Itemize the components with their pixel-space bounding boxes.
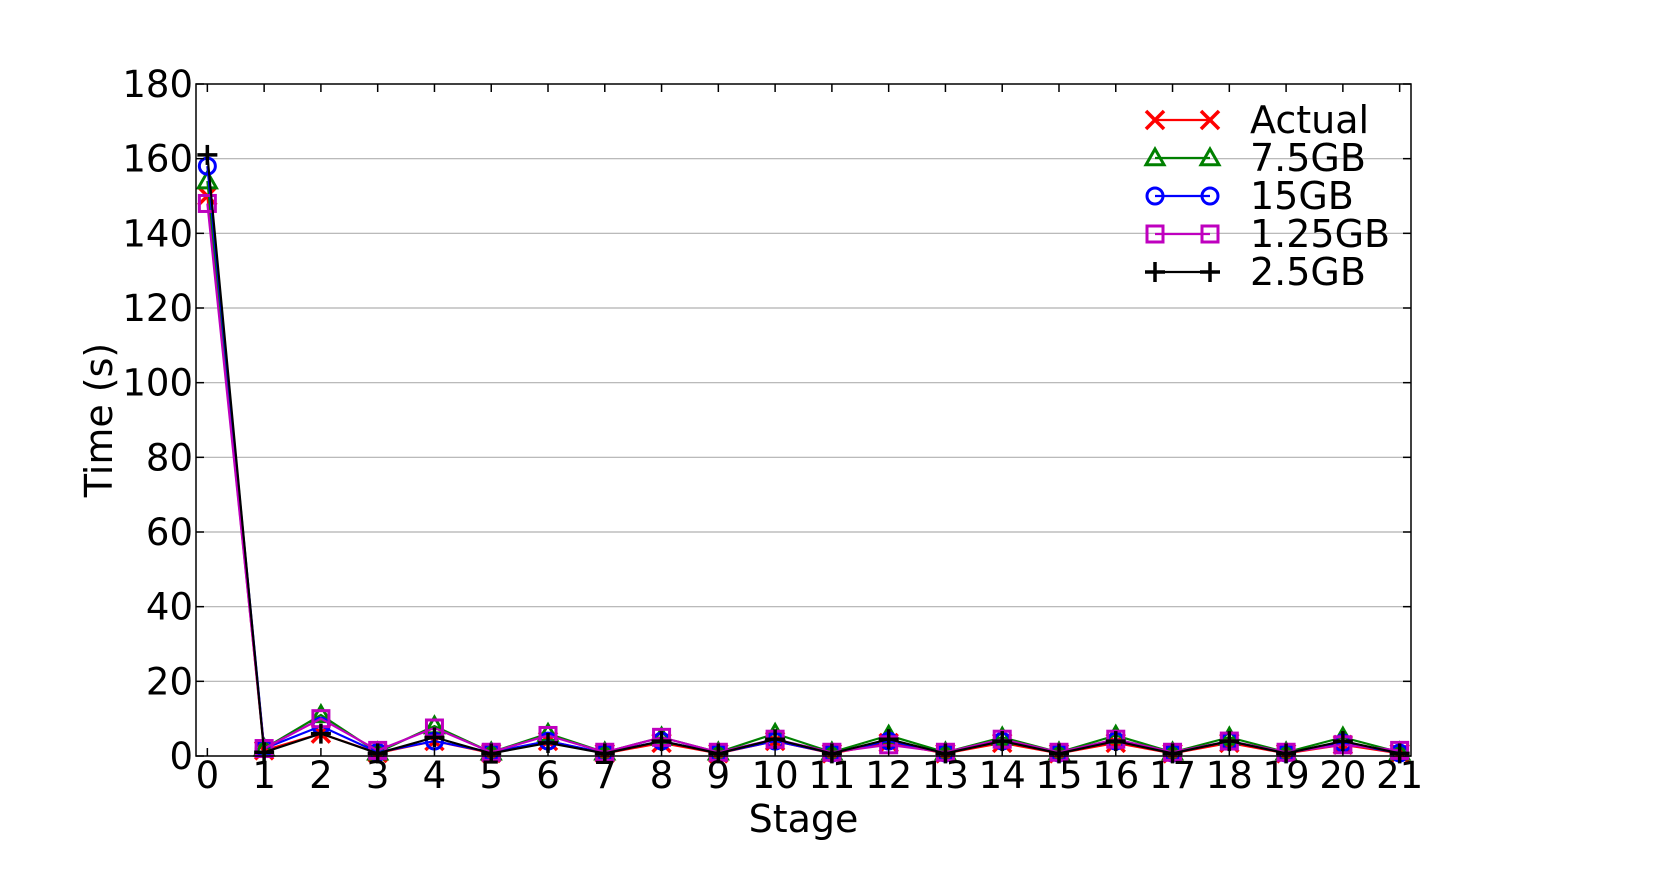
data-point	[1332, 731, 1353, 752]
data-point	[197, 193, 217, 213]
data-point	[310, 723, 331, 744]
y-tick-label: 80	[146, 436, 193, 479]
series-actual	[197, 185, 1410, 764]
series-15gb	[197, 156, 1410, 763]
legend-label: 2.5GB	[1250, 250, 1366, 294]
legend-item: 2.5GB	[1145, 250, 1366, 294]
series-layer	[195, 144, 1412, 764]
y-tick-label: 100	[122, 362, 193, 405]
series-2-5gb	[197, 144, 1410, 764]
legend-label: Actual	[1250, 98, 1369, 142]
x-tick-label: 4	[423, 754, 447, 797]
x-tick-label: 14	[979, 754, 1026, 797]
legend-item: 1.25GB	[1145, 212, 1390, 256]
legend-item: Actual	[1144, 98, 1369, 142]
x-tick-label: 1	[252, 754, 276, 797]
data-point	[1105, 731, 1126, 752]
y-tick-label: 180	[122, 63, 193, 106]
x-tick-label: 11	[808, 754, 855, 797]
legend-marker	[1199, 109, 1221, 131]
legend-label: 7.5GB	[1250, 136, 1366, 180]
legend-marker	[1200, 186, 1220, 206]
data-point	[651, 731, 672, 752]
series-7-5gb	[195, 169, 1412, 761]
legend-label: 15GB	[1250, 174, 1354, 218]
legend-item: 7.5GB	[1143, 136, 1366, 180]
x-tick-label: 16	[1092, 754, 1139, 797]
data-point	[765, 729, 786, 750]
data-point	[197, 144, 218, 165]
x-tick-label: 17	[1149, 754, 1196, 797]
x-tick-label: 7	[593, 754, 617, 797]
legend-marker	[1145, 262, 1165, 282]
legend-marker	[1145, 224, 1165, 244]
series-line	[206, 180, 1400, 754]
x-tick-label: 19	[1263, 754, 1310, 797]
x-tick-label: 2	[309, 754, 333, 797]
data-point	[992, 731, 1013, 752]
legend-marker	[1200, 262, 1220, 282]
x-tick-label: 18	[1206, 754, 1253, 797]
series-line	[206, 154, 1400, 755]
series-line	[206, 166, 1400, 755]
x-tick-label: 12	[865, 754, 912, 797]
x-tick-label: 5	[479, 754, 503, 797]
data-point	[878, 729, 899, 750]
x-axis-label: Stage	[749, 797, 859, 841]
y-tick-label: 120	[122, 287, 193, 330]
x-tick-label: 9	[707, 754, 731, 797]
x-tick-label: 10	[752, 754, 799, 797]
legend-marker	[1145, 186, 1165, 206]
legend-marker	[1144, 109, 1166, 131]
data-point	[424, 727, 445, 748]
x-tick-label: 3	[366, 754, 390, 797]
data-point	[1219, 731, 1240, 752]
y-tick-label: 0	[169, 735, 193, 778]
x-tick-label: 8	[650, 754, 674, 797]
x-tick-label: 20	[1319, 754, 1366, 797]
y-axis-label: Time (s)	[77, 343, 121, 499]
x-tick-label: 13	[922, 754, 969, 797]
legend-marker	[1200, 224, 1220, 244]
y-tick-label: 160	[122, 138, 193, 181]
plot-area-frame	[195, 83, 1412, 757]
y-tick-label: 60	[146, 511, 193, 554]
grid-lines	[196, 158, 1411, 682]
data-point	[195, 169, 219, 190]
legend-item: 15GB	[1145, 174, 1354, 218]
legend-label: 1.25GB	[1250, 212, 1390, 256]
y-tick-label: 40	[146, 586, 193, 629]
legend-marker	[1198, 145, 1222, 167]
x-tick-label: 6	[536, 754, 560, 797]
x-tick-label: 15	[1035, 754, 1082, 797]
x-tick-label: 21	[1376, 754, 1423, 797]
series-1-25gb	[197, 193, 1410, 762]
data-point	[309, 702, 333, 724]
y-tick-label: 140	[122, 212, 193, 255]
y-tick-label: 20	[146, 660, 193, 703]
legend-marker	[1143, 145, 1167, 167]
x-tick-label: 0	[196, 754, 220, 797]
series-line	[206, 195, 1400, 755]
series-line	[206, 203, 1400, 754]
